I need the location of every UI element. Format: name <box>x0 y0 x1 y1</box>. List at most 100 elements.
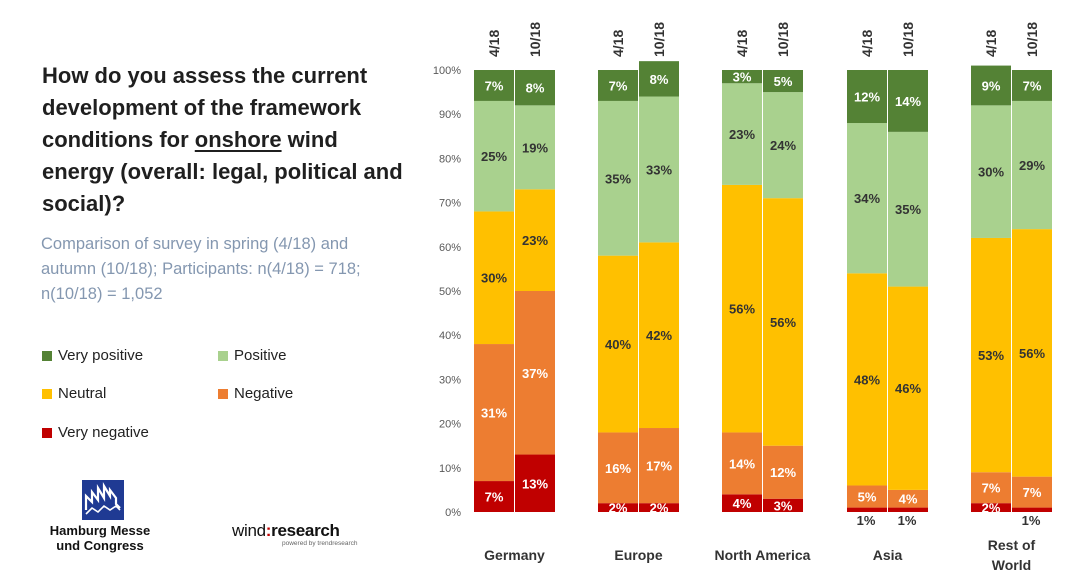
windresearch-logo-tag: powered by trendresearch <box>282 540 358 547</box>
y-tick-label: 10% <box>439 463 461 475</box>
bar-segment <box>1012 476 1052 508</box>
legend-item-neutral: Neutral <box>42 385 106 402</box>
question-text-end: wind energy (overall: legal, political a… <box>42 127 403 216</box>
y-tick-label: 40% <box>439 330 461 342</box>
bar-segment <box>888 70 928 132</box>
data-label: 16% <box>605 461 631 476</box>
data-label: 3% <box>774 498 793 513</box>
bar-segment <box>474 344 514 482</box>
bar-segment <box>474 100 514 212</box>
data-label: 14% <box>729 456 755 471</box>
legend-swatch-very-negative <box>42 427 52 438</box>
y-tick-label: 90% <box>439 109 461 121</box>
y-tick-label: 80% <box>439 153 461 165</box>
windresearch-logo-word-right: research <box>271 521 340 540</box>
bar-segment <box>639 61 679 97</box>
bar-segment <box>722 70 762 84</box>
data-label: 24% <box>770 138 796 153</box>
bar-segment <box>888 131 928 287</box>
hamburg-messe-logo: Hamburg Messe und Congress <box>30 480 170 560</box>
data-label: 13% <box>522 476 548 491</box>
bar-segment <box>847 70 887 124</box>
region-label: Asia <box>873 547 903 563</box>
data-label: 31% <box>481 406 507 421</box>
data-label: 56% <box>770 315 796 330</box>
data-label: 23% <box>729 127 755 142</box>
bar-segment <box>763 70 803 93</box>
y-tick-label: 60% <box>439 242 461 254</box>
data-label: 40% <box>605 337 631 352</box>
bar-segment <box>598 100 638 256</box>
bar-segment <box>847 507 887 512</box>
data-label: 2% <box>609 501 628 516</box>
data-label: 37% <box>522 366 548 381</box>
data-label: 7% <box>1023 485 1042 500</box>
period-label: 10/18 <box>1024 22 1040 57</box>
data-label: 35% <box>895 202 921 217</box>
bar-segment <box>722 494 762 512</box>
bar-segment <box>763 198 803 446</box>
bar-segment <box>515 105 555 190</box>
data-label: 12% <box>770 465 796 480</box>
data-label: 1% <box>1022 513 1041 528</box>
data-label: 7% <box>485 490 504 505</box>
bar-segment <box>639 428 679 504</box>
data-label: 7% <box>1023 78 1042 93</box>
bar-segment <box>639 503 679 512</box>
period-label: 10/18 <box>900 22 916 57</box>
bar-segment <box>971 105 1011 238</box>
bar-segment <box>474 481 514 512</box>
period-label: 4/18 <box>734 30 750 57</box>
bar-segment <box>474 70 514 101</box>
bar-segment <box>1012 507 1052 512</box>
bar-segment <box>1012 229 1052 477</box>
legend: Very positive Positive Neutral Negative … <box>42 347 402 457</box>
bar-segment <box>971 237 1011 473</box>
data-label: 29% <box>1019 158 1045 173</box>
legend-swatch-positive <box>218 350 228 361</box>
data-label: 7% <box>609 78 628 93</box>
data-label: 33% <box>646 162 672 177</box>
question-title: How do you assess the current developmen… <box>42 60 412 220</box>
bar-segment <box>847 485 887 508</box>
bar-segment <box>598 255 638 433</box>
period-label: 4/18 <box>486 30 502 57</box>
data-label: 3% <box>733 70 752 85</box>
region-label: Germany <box>484 547 545 563</box>
bar-segment <box>971 503 1011 512</box>
period-label: 4/18 <box>983 30 999 57</box>
data-label: 5% <box>774 74 793 89</box>
legend-swatch-neutral <box>42 388 52 399</box>
data-label: 34% <box>854 191 880 206</box>
windresearch-logo-word-left: wind <box>232 521 266 540</box>
bar-segment <box>763 92 803 199</box>
bar-segment <box>639 242 679 429</box>
data-label: 23% <box>522 233 548 248</box>
bar-segment <box>971 472 1011 504</box>
data-label: 8% <box>650 72 669 87</box>
data-label: 56% <box>1019 346 1045 361</box>
y-tick-label: 20% <box>439 419 461 431</box>
bar-segment <box>888 286 928 490</box>
bar-segment <box>515 454 555 512</box>
legend-label: Neutral <box>58 385 107 402</box>
bar-segment <box>847 273 887 486</box>
data-label: 7% <box>485 78 504 93</box>
question-underlined-word: onshore <box>194 127 282 152</box>
period-label: 10/18 <box>527 22 543 57</box>
bar-segment <box>515 189 555 291</box>
data-label: 25% <box>481 149 507 164</box>
bar-segment <box>763 498 803 512</box>
data-label: 4% <box>733 496 752 511</box>
bar-segment <box>515 70 555 106</box>
bar-segment <box>722 432 762 495</box>
question-text-start: How do you assess the current developmen… <box>42 63 368 152</box>
bar-segment <box>888 489 928 508</box>
region-label: North America <box>715 547 811 563</box>
data-label: 48% <box>854 372 880 387</box>
windresearch-logo: wind:research powered by trendresearch <box>232 521 372 555</box>
data-label: 30% <box>481 271 507 286</box>
data-label: 5% <box>858 490 877 505</box>
hamburg-messe-logo-mark-icon <box>82 480 124 520</box>
